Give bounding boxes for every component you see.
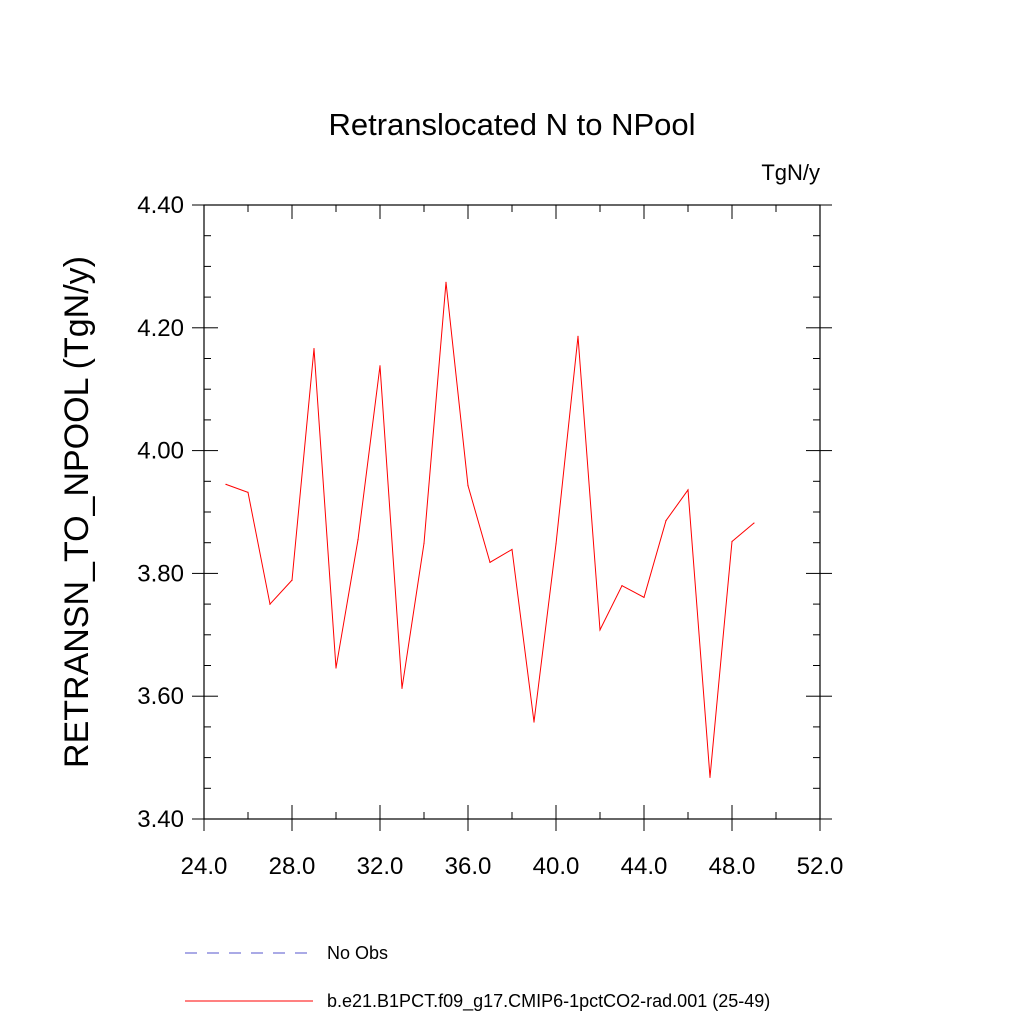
units-label: TgN/y bbox=[761, 160, 820, 185]
legend-label-1: b.e21.B1PCT.f09_g17.CMIP6-1pctCO2-rad.00… bbox=[327, 991, 770, 1012]
data-point bbox=[401, 687, 403, 689]
x-tick-label: 40.0 bbox=[533, 853, 580, 880]
legend: No Obs b.e21.B1PCT.f09_g17.CMIP6-1pctCO2-… bbox=[185, 943, 770, 1012]
data-point bbox=[335, 667, 337, 669]
y-tick-label: 4.00 bbox=[137, 438, 184, 465]
data-point bbox=[467, 484, 469, 487]
data-point bbox=[269, 603, 271, 605]
data-point bbox=[511, 548, 513, 551]
plot-area bbox=[225, 281, 755, 778]
y-axis-label: RETRANSN_TO_NPOOL (TgN/y) bbox=[58, 256, 96, 768]
x-tick-label: 28.0 bbox=[269, 853, 316, 880]
y-axis: 3.40 3.60 3.80 4.00 4.20 4.40 bbox=[137, 192, 832, 833]
plot-frame bbox=[203, 204, 821, 820]
data-point bbox=[357, 539, 359, 541]
x-axis: 24.0 28.0 32.0 36.0 40.0 44.0 48.0 52.0 bbox=[181, 205, 844, 880]
data-point bbox=[731, 540, 733, 543]
x-tick-label: 52.0 bbox=[797, 853, 844, 880]
y-tick-label: 4.20 bbox=[137, 315, 184, 342]
y-tick-label: 3.80 bbox=[137, 560, 184, 587]
data-point bbox=[291, 579, 293, 581]
data-point bbox=[577, 335, 579, 337]
data-point bbox=[313, 348, 315, 350]
data-point bbox=[423, 542, 425, 544]
x-tick-label: 36.0 bbox=[445, 853, 492, 880]
data-point bbox=[533, 721, 535, 723]
y-tick-label: 4.40 bbox=[137, 192, 184, 219]
series-line-1 bbox=[225, 282, 755, 778]
chart-title: Retranslocated N to NPool bbox=[328, 107, 695, 142]
data-point bbox=[445, 281, 447, 283]
data-point bbox=[687, 489, 689, 491]
x-tick-label: 44.0 bbox=[621, 853, 668, 880]
data-point bbox=[225, 483, 227, 485]
data-point bbox=[599, 629, 601, 631]
x-tick-label: 48.0 bbox=[709, 853, 756, 880]
x-tick-label: 32.0 bbox=[357, 853, 404, 880]
data-point bbox=[379, 365, 381, 367]
y-tick-label: 3.40 bbox=[137, 806, 184, 833]
data-point bbox=[621, 585, 623, 587]
y-tick-label: 3.60 bbox=[137, 683, 184, 710]
data-point bbox=[555, 543, 557, 545]
legend-label-0: No Obs bbox=[327, 943, 388, 963]
data-point bbox=[247, 491, 249, 493]
data-point bbox=[489, 561, 491, 563]
data-point bbox=[665, 519, 667, 522]
x-tick-label: 24.0 bbox=[181, 853, 228, 880]
data-point bbox=[709, 776, 711, 778]
data-point bbox=[753, 522, 755, 524]
data-point bbox=[643, 596, 645, 598]
